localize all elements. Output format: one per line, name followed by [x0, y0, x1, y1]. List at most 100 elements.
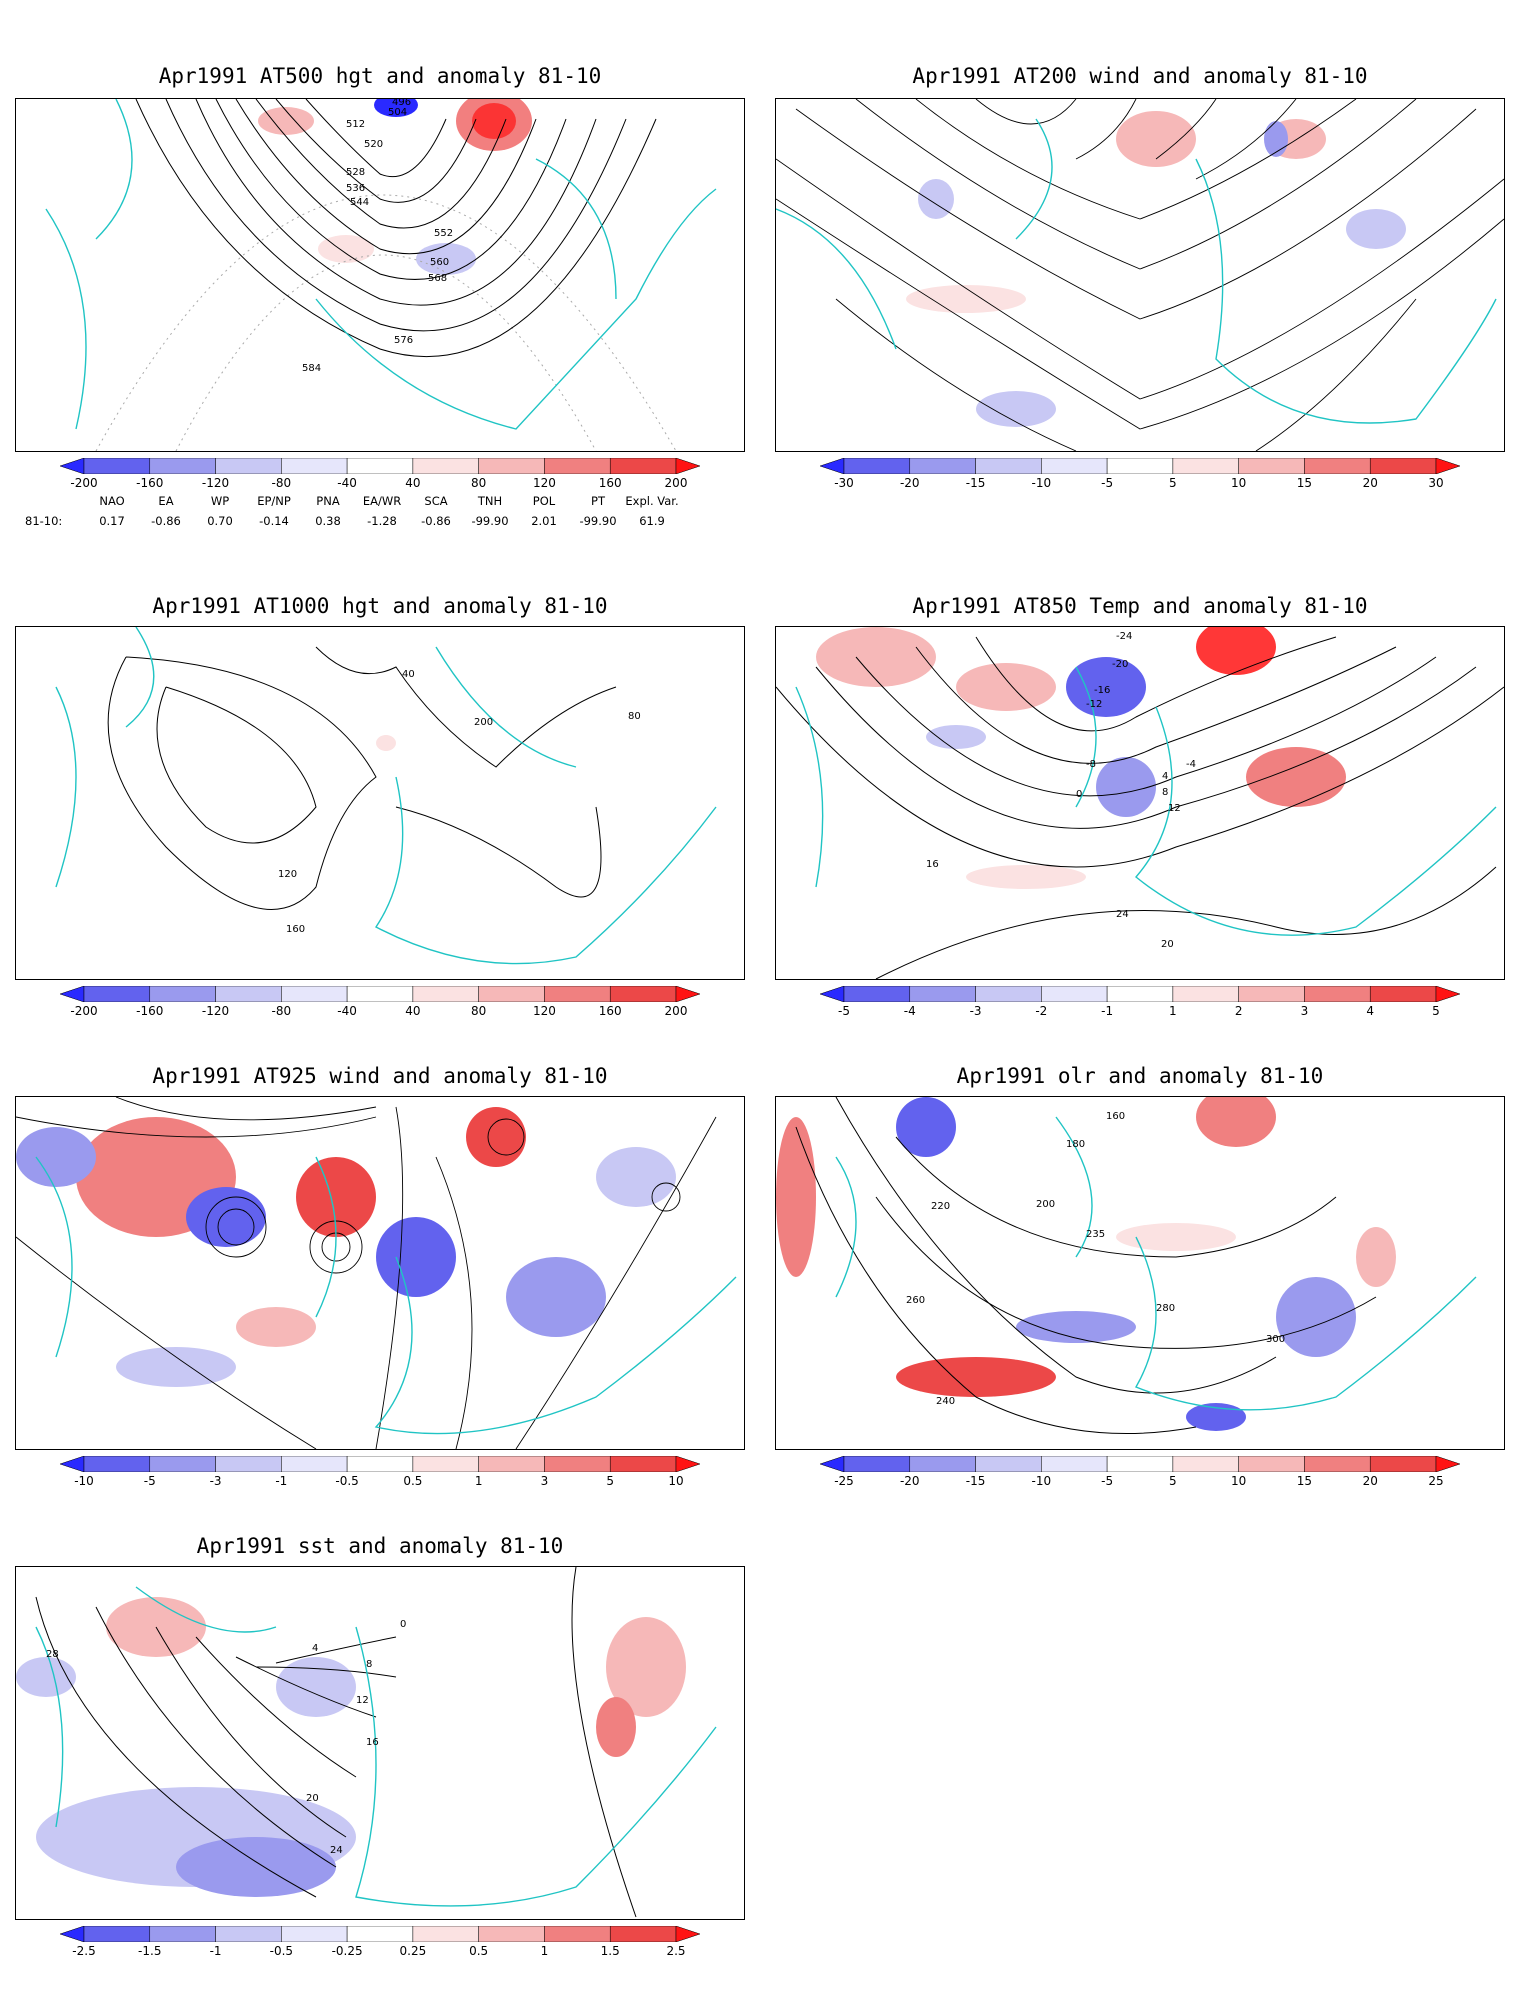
contour-label: 560 — [430, 257, 449, 268]
map-svg: 235 240 260 280 300 220 200 180 160 — [776, 1097, 1477, 1435]
colorbar-cell — [544, 1925, 611, 1943]
colorbar-tick-label: 160 — [598, 1004, 622, 1018]
teleconnection-index-name: PT — [591, 494, 605, 508]
colorbar-tick-label: -0.5 — [335, 1474, 359, 1488]
colorbar-low-arrow — [819, 457, 845, 475]
colorbar-cell — [1041, 457, 1108, 475]
teleconnection-index-value: -0.86 — [421, 514, 451, 528]
teleconnection-index-value: -1.28 — [367, 514, 397, 528]
colorbar-cell — [1304, 985, 1371, 1003]
colorbar-tick-label: -1.5 — [138, 1944, 162, 1958]
colorbar-ticks: -200 -160 -120 -80 -40 40 80 120 160 200 — [60, 476, 700, 492]
colorbar-tick-label: 10 — [1231, 476, 1247, 490]
colorbar-cell — [478, 457, 545, 475]
panel-title: Apr1991 AT1000 hgt and anomaly 81-10 — [152, 594, 608, 618]
panel-title: Apr1991 AT850 Temp and anomaly 81-10 — [912, 594, 1368, 618]
colorbar-tick-label: -40 — [337, 1004, 357, 1018]
colorbar-cell — [1172, 985, 1239, 1003]
colorbar-cell — [412, 457, 479, 475]
contour-label: 536 — [346, 183, 365, 194]
colorbar-tick-label: 2 — [1234, 1004, 1243, 1018]
contour-label: 160 — [1106, 1111, 1125, 1122]
colorbar-tick-label: -3 — [969, 1004, 982, 1018]
colorbar-ticks: -5 -4 -3 -2 -1 1 2 3 4 5 — [820, 1004, 1460, 1020]
colorbar-cell — [975, 1455, 1042, 1473]
panel-title: Apr1991 AT500 hgt and anomaly 81-10 — [158, 64, 602, 88]
teleconnection-index-value: -0.14 — [259, 514, 289, 528]
contour-labels: 16 20 24 0 -4 -8 -12 -16 -20 -24 4 8 12 — [926, 631, 1196, 950]
colorbar-tick-label: 20 — [1362, 1474, 1378, 1488]
contour-label: 24 — [330, 1845, 343, 1856]
colorbar-tick-label: -4 — [903, 1004, 916, 1018]
colorbar-high-arrow — [675, 985, 701, 1003]
teleconnection-index-name: EA/WR — [362, 494, 402, 508]
colorbar-cell — [1172, 457, 1239, 475]
colorbar-svg — [59, 457, 701, 475]
colorbar-wind200 — [819, 457, 1461, 475]
colorbar-cell — [1238, 1455, 1305, 1473]
colorbar-cell — [1106, 985, 1174, 1003]
colorbar-tick-label: -200 — [70, 476, 98, 490]
colorbar-tick-label: 5 — [1169, 1474, 1177, 1488]
colorbar-tick-label: 30 — [1428, 476, 1444, 490]
colorbar-tick-label: 200 — [664, 1004, 688, 1018]
colorbar-low-arrow — [819, 1455, 845, 1473]
colorbar-cell — [478, 985, 545, 1003]
colorbar-tick-label: 4 — [1366, 1004, 1375, 1018]
colorbar-cell — [149, 1455, 216, 1473]
colorbar-cell — [215, 1455, 282, 1473]
colorbar-cell — [346, 1455, 414, 1473]
colorbar-cell — [281, 985, 348, 1003]
colorbar-tick-label: 10 — [668, 1474, 684, 1488]
contour-label: 4 — [1162, 771, 1168, 782]
colorbar-tick-label: -5 — [838, 1004, 850, 1018]
colorbar-tick-label: 200 — [664, 476, 688, 490]
colorbar-cell — [478, 1925, 545, 1943]
colorbar-tick-label: -1 — [209, 1944, 222, 1958]
teleconnection-table: 81-10: NAO 0.17 EA -0.86 WP 0.70 EP/NP -0.14 PNA… — [20, 494, 760, 534]
map-at200 — [775, 98, 1505, 452]
colorbar-cell — [215, 457, 282, 475]
colorbar-cell — [412, 1925, 479, 1943]
teleconnection-index-value: 0.38 — [315, 514, 341, 528]
colorbar-tick-label: -3 — [209, 1474, 222, 1488]
contour-label: 240 — [936, 1396, 955, 1407]
contour-label: 160 — [286, 924, 305, 935]
contour-label: 235 — [1086, 1229, 1105, 1240]
map-svg — [776, 99, 1504, 451]
colorbar-cell — [281, 457, 348, 475]
anomaly-shading — [816, 627, 1346, 889]
colorbar-temp850 — [819, 985, 1461, 1003]
panel-title: Apr1991 AT925 wind and anomaly 81-10 — [152, 1064, 608, 1088]
colorbar-svg — [59, 1455, 701, 1473]
colorbar-high-arrow — [675, 1455, 701, 1473]
colorbar-svg — [819, 457, 1461, 475]
map-svg — [16, 1097, 737, 1449]
colorbar-tick-label: 3 — [1300, 1004, 1309, 1018]
colorbar-tick-label: -10 — [74, 1474, 94, 1488]
colorbar-cell — [215, 985, 282, 1003]
map-olr: 235 240 260 280 300 220 200 180 160 — [775, 1096, 1505, 1450]
colorbar-tick-label: 1 — [540, 1944, 549, 1958]
contour-label: -12 — [1086, 699, 1102, 710]
colorbar-low-arrow — [59, 1455, 85, 1473]
colorbar-tick-label: -120 — [201, 1004, 230, 1018]
colorbar-cell — [1238, 985, 1305, 1003]
map-svg: 584 576 568 560 552 544 536 528 520 512 … — [45, 99, 717, 451]
contour-label: 0 — [1076, 789, 1082, 800]
colorbar-tick-label: -80 — [271, 1004, 292, 1018]
contour-label: 16 — [926, 859, 939, 870]
colorbar-tick-label: -0.25 — [331, 1944, 363, 1958]
colorbar-tick-label: -20 — [899, 1474, 920, 1488]
colorbar-cell — [1041, 1455, 1108, 1473]
colorbar-tick-label: 3 — [540, 1474, 549, 1488]
map-at850: 16 20 24 0 -4 -8 -12 -16 -20 -24 4 8 12 — [775, 626, 1505, 980]
contours — [135, 99, 657, 358]
contour-label: 12 — [356, 1695, 369, 1706]
colorbar-tick-label: 0.5 — [403, 1474, 423, 1488]
coastlines — [55, 627, 717, 965]
map-at925 — [15, 1096, 745, 1450]
colorbar-cell — [83, 985, 151, 1003]
colorbar-cell — [1304, 1455, 1371, 1473]
map-svg: 28 24 20 16 12 8 4 0 — [16, 1567, 717, 1918]
